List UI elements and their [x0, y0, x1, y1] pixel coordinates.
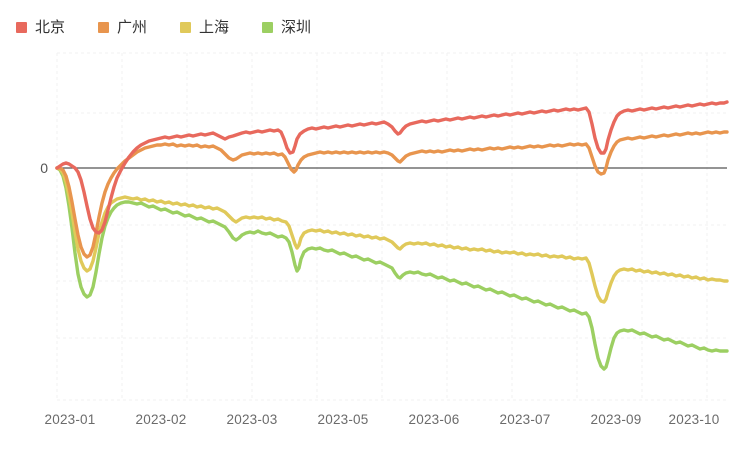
x-axis-tick-2023-07: 2023-07: [499, 412, 551, 427]
legend-label: 广州: [117, 18, 148, 36]
x-axis-tick-2023-03: 2023-03: [226, 412, 278, 427]
x-axis-tick-2023-05: 2023-05: [317, 412, 369, 427]
legend-swatch-icon: [180, 21, 192, 33]
series-line-shenzhen: [55, 166, 729, 371]
x-axis-tick-2023-06: 2023-06: [408, 412, 460, 427]
series-line-shanghai: [55, 166, 729, 304]
legend-label: 上海: [199, 18, 230, 36]
chart-legend: 北京 广州 上海 深圳: [0, 12, 740, 42]
legend-item-shanghai[interactable]: 上海: [180, 20, 229, 35]
x-axis-tick-2023-09: 2023-09: [590, 412, 642, 427]
legend-swatch-icon: [262, 21, 274, 33]
legend-item-beijing[interactable]: 北京: [16, 20, 65, 35]
legend-swatch-icon: [98, 21, 110, 33]
legend-label: 深圳: [281, 18, 312, 36]
x-axis-tick-2023-02: 2023-02: [135, 412, 187, 427]
series-line-beijing: [55, 100, 729, 235]
x-axis-tick-2023-10: 2023-10: [668, 412, 720, 427]
legend-item-shenzhen[interactable]: 深圳: [262, 20, 311, 35]
y-axis-tick-0: 0: [40, 160, 48, 176]
grid-lines: [56, 52, 727, 401]
legend-swatch-icon: [16, 21, 27, 33]
series-line-guangzhou: [55, 130, 729, 259]
legend-item-guangzhou[interactable]: 广州: [98, 20, 147, 35]
x-axis-tick-2023-01: 2023-01: [44, 412, 96, 427]
legend-label: 北京: [35, 18, 66, 36]
